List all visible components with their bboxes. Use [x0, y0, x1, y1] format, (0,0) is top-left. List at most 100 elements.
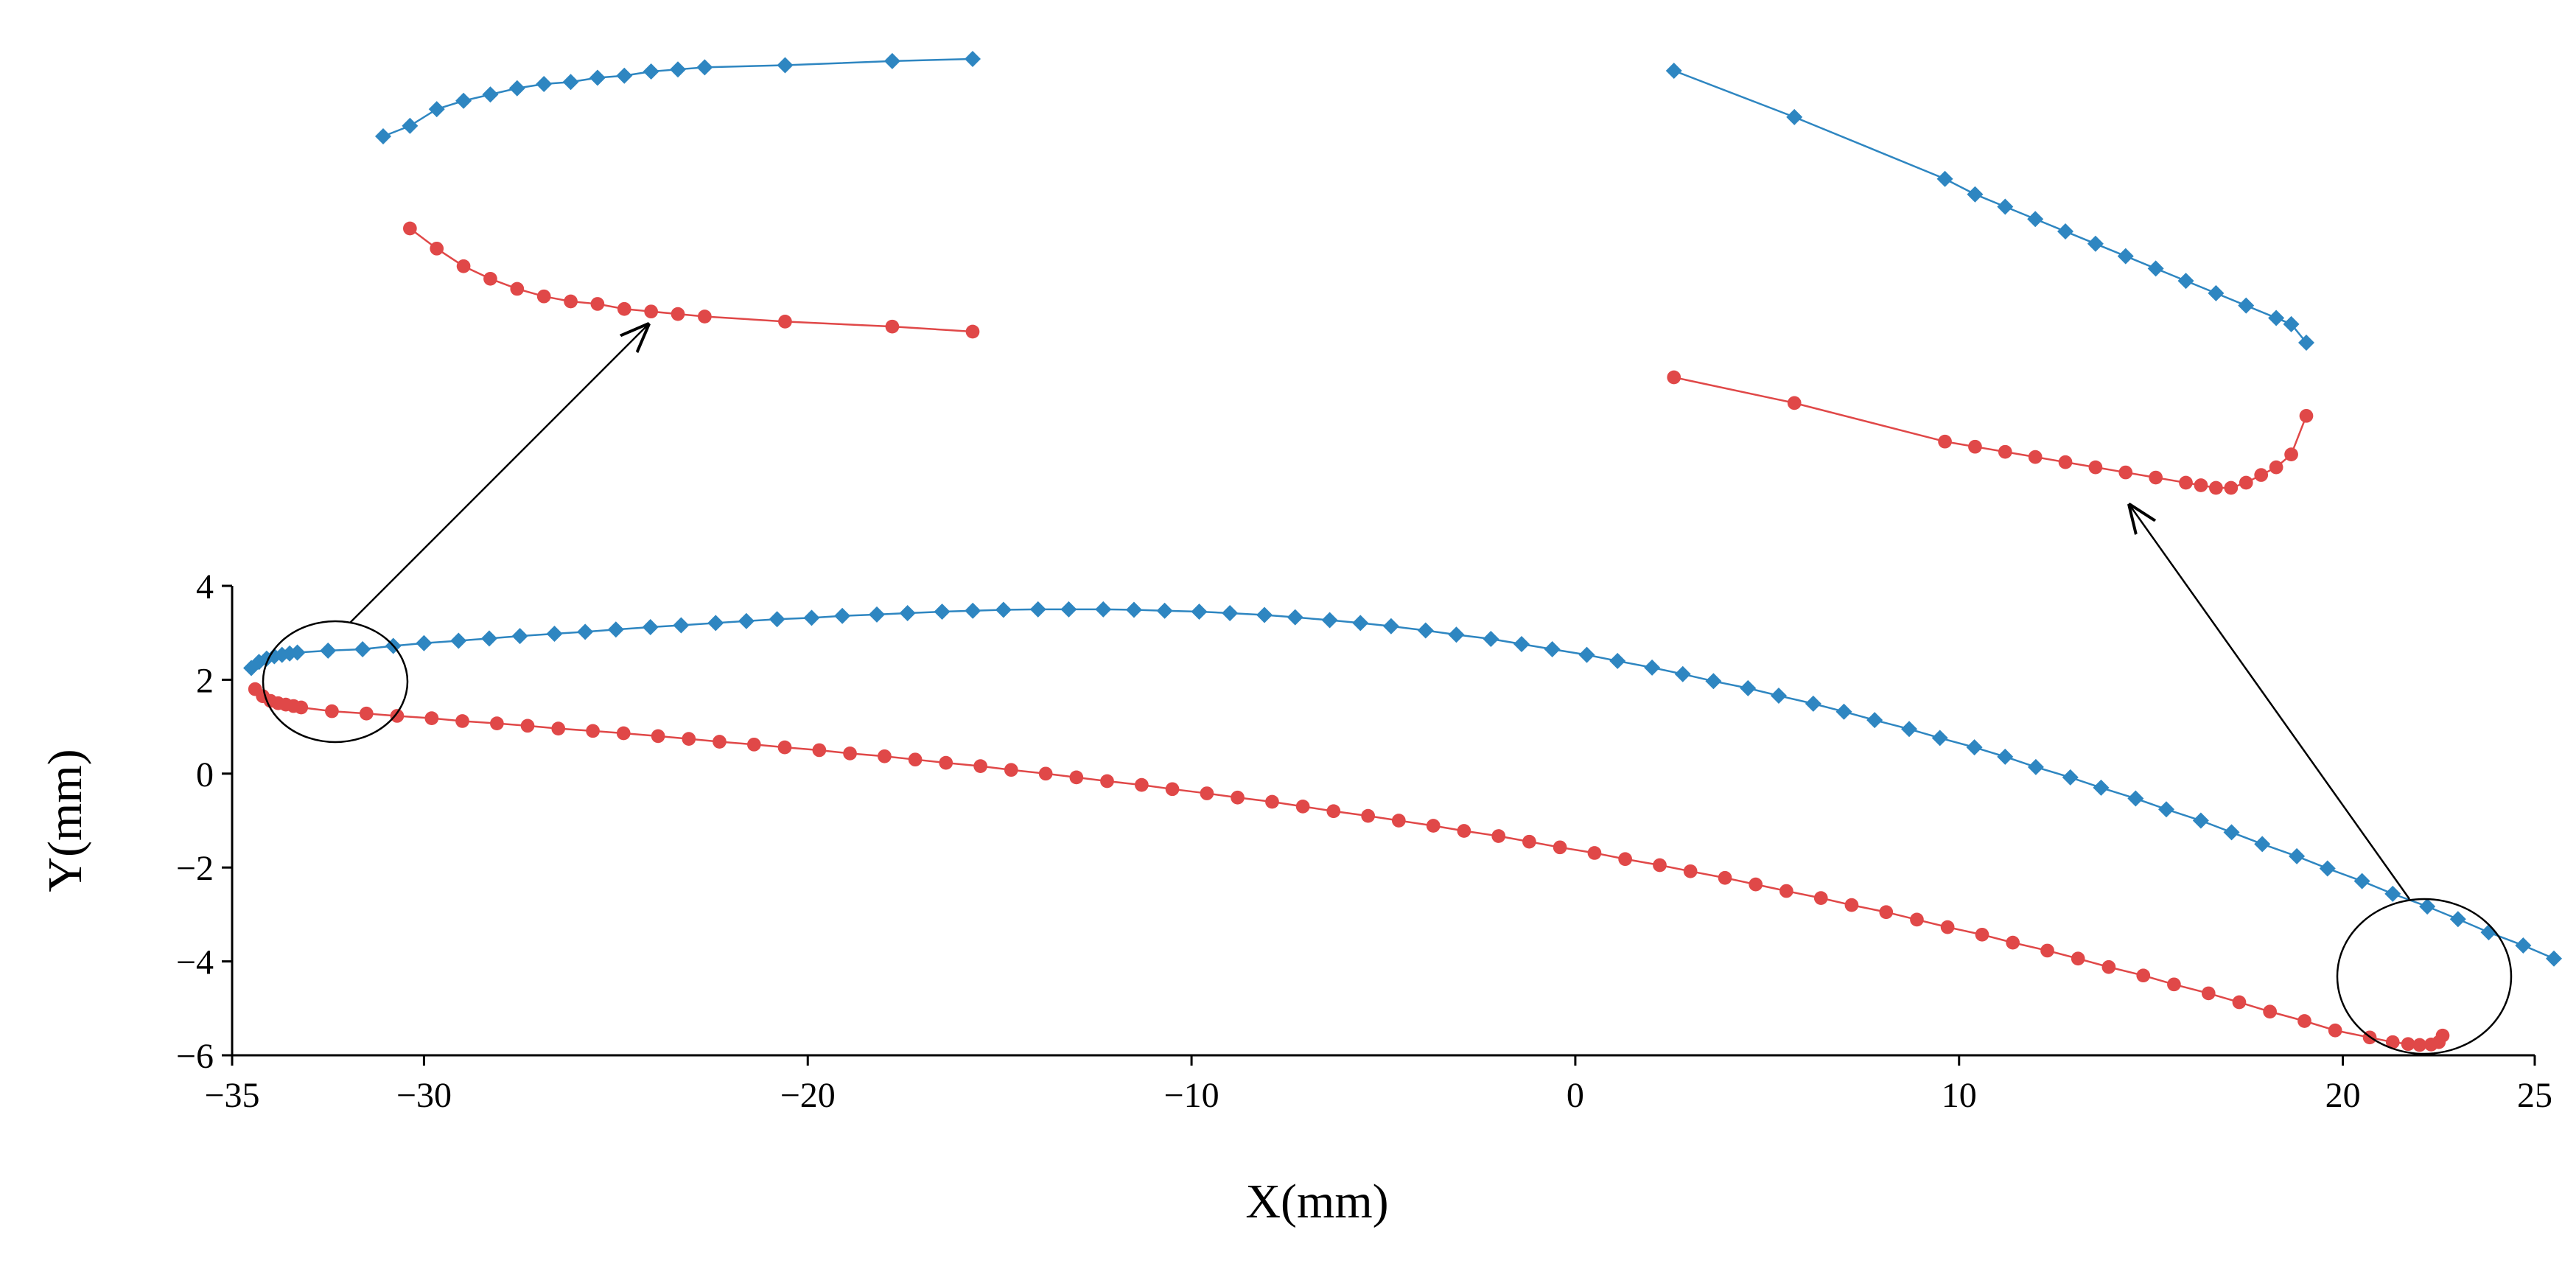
inset-te-pressure-point [1998, 444, 2012, 459]
pressure-point [1361, 808, 1376, 823]
inset-te-pressure-point [1667, 370, 1681, 385]
leading-edge-ellipse [262, 620, 409, 744]
pressure-point [551, 721, 566, 735]
inset-le-suction-point [670, 61, 686, 78]
pressure-point [843, 747, 857, 761]
pressure-point [2232, 995, 2247, 1010]
suction-point [1901, 721, 1918, 738]
inset-te-suction-point [2208, 284, 2225, 301]
suction-point [480, 630, 497, 647]
suction-point [2027, 758, 2044, 775]
inset-le-pressure-point [483, 271, 497, 286]
inset-te-pressure-point [1787, 396, 1802, 410]
inset-le-suction-point [883, 52, 900, 69]
suction-point [1483, 630, 1499, 647]
inset-te-suction-point [1665, 62, 1682, 79]
suction-point [899, 604, 916, 621]
inset-te-pressure-point [2118, 465, 2133, 480]
suction-point [1029, 601, 1046, 618]
pressure-point [586, 724, 600, 738]
inset-te-pressure-point [2224, 480, 2239, 495]
pressure-point [1265, 794, 1279, 809]
pressure-point [1426, 819, 1441, 833]
suction-point [2419, 898, 2436, 915]
inset-le-suction-point [696, 59, 713, 76]
suction-point [1740, 679, 1757, 696]
pressure-point [1683, 864, 1698, 878]
pressure-point [490, 716, 504, 730]
trailing-edge-ellipse [2336, 898, 2513, 1055]
y-axis-title: Y(mm) [38, 749, 92, 892]
suction-point [642, 619, 659, 636]
inset-te-suction-point [2238, 297, 2255, 314]
pressure-point [325, 704, 339, 719]
y-tick-label: −2 [176, 849, 214, 888]
main-plot: −35 −30 −20 −10 0 10 20 25 420−2−4−6 X(mm) Y(mm… [38, 567, 2563, 1228]
suction-point [2289, 847, 2306, 864]
suction-point [354, 640, 371, 657]
pressure-point [1491, 829, 1506, 843]
inset-le-pressure-point [403, 221, 417, 236]
suction-point [2192, 812, 2209, 829]
suction-point [289, 644, 306, 661]
pressure-point [1135, 777, 1149, 792]
inset-te-suction-point [2147, 260, 2164, 277]
y-tick-label: 4 [196, 567, 214, 606]
pressure-point [1910, 912, 1924, 927]
inset-te-suction-point [1997, 198, 2014, 215]
pressure-point [1879, 905, 1894, 920]
pressure-series [248, 682, 2450, 1052]
x-tick-label: −30 [396, 1076, 452, 1115]
suction-point [834, 607, 851, 624]
suction-point [2449, 911, 2466, 928]
inset-le-pressure-series [403, 221, 980, 339]
pressure-point [455, 714, 469, 728]
inset-le-suction-point [643, 63, 659, 80]
inset-le-suction-point [589, 69, 606, 86]
inset-le-pressure-point [564, 294, 578, 309]
pressure-point [2136, 968, 2151, 983]
pressure-point [1069, 770, 1084, 785]
inset-le-pressure-point [644, 304, 658, 319]
suction-point [995, 601, 1012, 618]
suction-point [450, 632, 467, 649]
inset-te-suction-point [2057, 223, 2074, 240]
suction-point [2384, 885, 2401, 902]
suction-point [1382, 618, 1399, 634]
suction-point [1674, 665, 1691, 682]
pressure-point [973, 759, 987, 773]
inset-le-suction-point [375, 128, 391, 144]
inset-te-pressure-point [2194, 478, 2208, 492]
inset-te-pressure-point [2088, 460, 2103, 475]
suction-point [673, 617, 690, 634]
inset-te-pressure-point [2269, 460, 2283, 475]
suction-point [1609, 652, 1626, 669]
pressure-point [812, 743, 827, 758]
suction-point [1448, 626, 1465, 643]
pressure-point [682, 732, 696, 747]
pressure-point [2412, 1038, 2427, 1052]
inset-te-pressure-point [2028, 450, 2043, 464]
suction-point [2093, 779, 2110, 796]
inset-le-suction-line [382, 57, 973, 138]
suction-point [1770, 688, 1787, 705]
inset-te-suction-series [1665, 62, 2314, 351]
inset-le-suction-point [455, 92, 472, 109]
suction-point [320, 642, 337, 659]
pressure-point [1587, 846, 1602, 860]
inset-te-pressure-point [2179, 475, 2193, 490]
inset-te-pressure-line [1673, 376, 2308, 489]
pressure-point [2071, 951, 2085, 966]
pressure-point [1457, 824, 1471, 838]
suction-point [1256, 606, 1273, 623]
x-tick-label: 10 [1942, 1076, 1977, 1115]
suction-point [2254, 836, 2271, 853]
inset-le-pressure-point [671, 307, 685, 321]
inset-le-pressure-point [698, 310, 712, 324]
pressure-point [2201, 986, 2216, 1001]
trailing-edge-inset [1665, 62, 2314, 495]
pressure-point [878, 749, 892, 763]
pressure-point [1522, 834, 1536, 849]
pressure-point [616, 726, 631, 741]
pressure-point [1100, 774, 1114, 789]
